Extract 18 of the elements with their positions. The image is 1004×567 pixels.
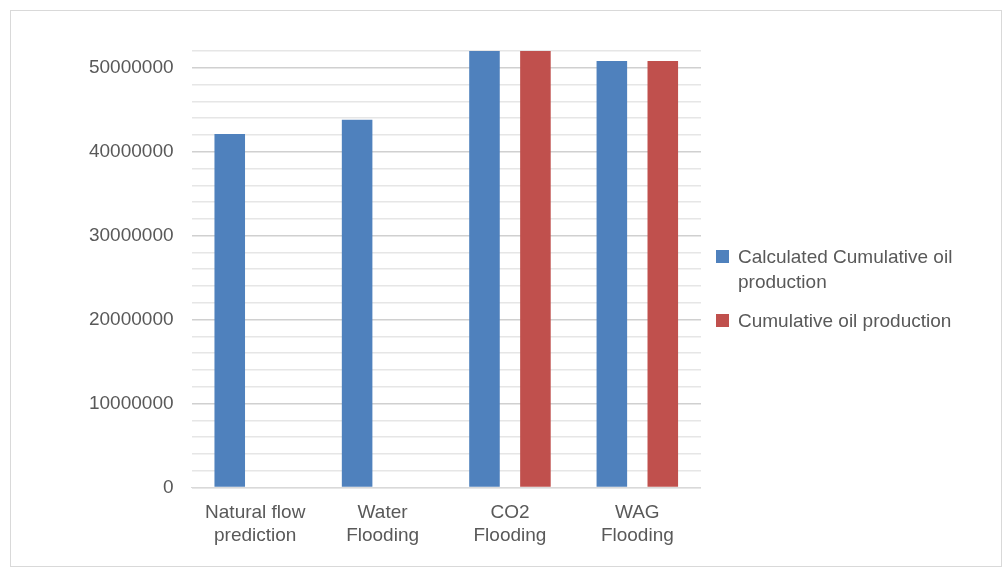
bar — [647, 61, 679, 487]
x-tick-label: WAG Flooding — [600, 501, 674, 545]
x-tick-label: Natural flow prediction — [205, 501, 306, 545]
y-tick-label: 10000000 — [88, 391, 174, 413]
y-tick-label: 50000000 — [88, 56, 174, 78]
y-tick-label: 30000000 — [88, 223, 174, 245]
bar — [214, 134, 246, 487]
bar — [469, 51, 500, 487]
bar — [341, 119, 373, 487]
x-tick-label: Water Flooding — [346, 501, 420, 545]
legend-label: Cumulative oil production — [738, 309, 952, 333]
legend-label: Calculated Cumulative oil production — [738, 245, 954, 294]
y-tick-label: 40000000 — [88, 139, 174, 161]
y-tick-label: 0 — [162, 475, 174, 497]
x-tick-label: CO2 Flooding — [473, 501, 547, 545]
bar — [520, 51, 551, 487]
bar — [596, 61, 628, 487]
y-tick-label: 20000000 — [88, 307, 174, 329]
